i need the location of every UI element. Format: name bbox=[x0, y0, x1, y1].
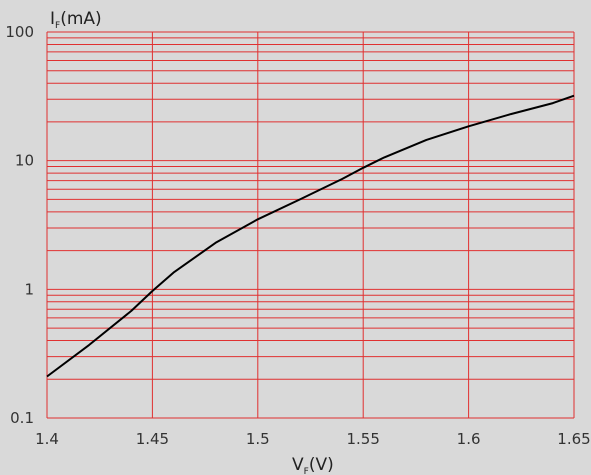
x-tick-label: 1.6 bbox=[457, 430, 481, 448]
x-tick-label: 1.4 bbox=[35, 430, 59, 448]
y-axis-label: IF(mA) bbox=[50, 9, 102, 31]
y-tick-label: 10 bbox=[15, 152, 34, 170]
x-axis-label: VF(V) bbox=[292, 455, 334, 475]
x-axis-label-subscript: F bbox=[304, 467, 309, 475]
y-axis-label-main: I bbox=[50, 9, 55, 29]
x-tick-label: 1.5 bbox=[246, 430, 270, 448]
y-axis-label-unit: (mA) bbox=[60, 9, 101, 29]
series-lines bbox=[46, 94, 575, 378]
series-line bbox=[46, 94, 575, 378]
x-tick-label: 1.45 bbox=[136, 430, 169, 448]
y-tick-labels: 0.1 1 10 100 bbox=[5, 23, 34, 427]
y-axis-label-subscript: F bbox=[55, 21, 60, 31]
x-axis-label-unit: (V) bbox=[309, 455, 334, 475]
x-axis-label-main: V bbox=[292, 455, 304, 475]
y-tick-label: 0.1 bbox=[10, 409, 34, 427]
x-tick-label: 1.55 bbox=[346, 430, 379, 448]
y-tick-label: 1 bbox=[24, 280, 34, 298]
grid bbox=[46, 31, 575, 419]
x-tick-labels: 1.4 1.45 1.5 1.55 1.6 1.65 bbox=[35, 430, 591, 448]
y-tick-label: 100 bbox=[5, 23, 34, 41]
x-tick-label: 1.65 bbox=[557, 430, 590, 448]
